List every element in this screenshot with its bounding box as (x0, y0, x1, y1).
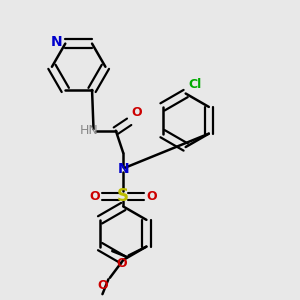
Text: HN: HN (80, 124, 98, 137)
Text: Cl: Cl (189, 78, 202, 91)
Text: N: N (51, 35, 62, 49)
Text: O: O (146, 190, 157, 202)
Text: O: O (98, 279, 108, 292)
Text: N: N (117, 162, 129, 176)
Text: O: O (132, 106, 142, 119)
Text: O: O (116, 257, 127, 270)
Text: S: S (117, 187, 129, 205)
Text: O: O (89, 190, 100, 202)
